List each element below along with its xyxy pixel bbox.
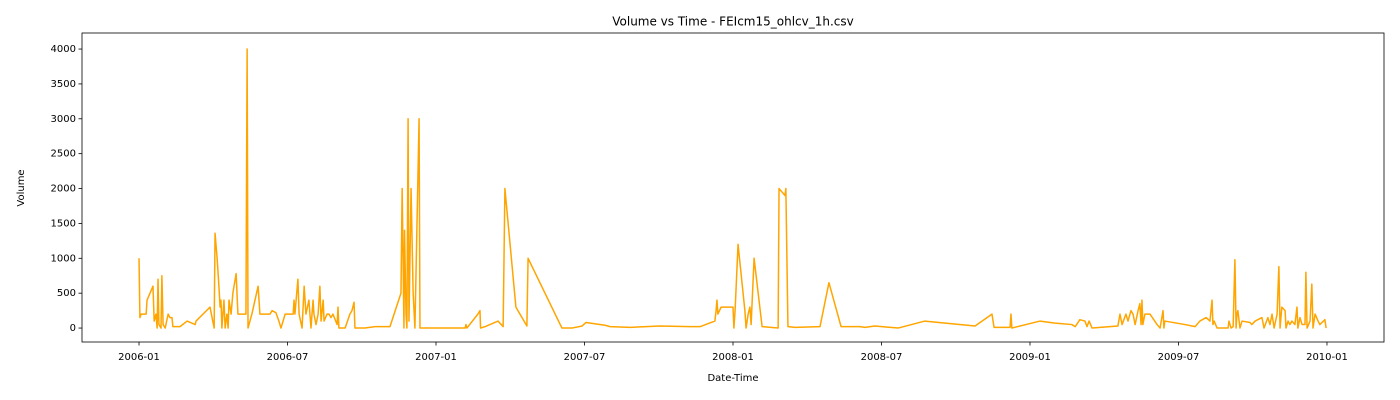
y-tick-label: 4000 [51,44,76,55]
x-tick-label: 2007-07 [564,352,606,363]
x-tick-label: 2009-07 [1158,352,1200,363]
y-tick-label: 2500 [51,149,76,160]
y-axis-label: Volume [16,169,27,206]
x-tick-label: 2009-01 [1009,352,1051,363]
y-tick-label: 3500 [51,79,76,90]
y-tick-label: 3000 [51,114,76,125]
volume-line [138,48,1327,329]
y-tick-label: 2000 [51,184,76,195]
x-tick-label: 2008-07 [861,352,903,363]
chart-title: Volume vs Time - FEIcm15_ohlcv_1h.csv [612,15,854,29]
plot-frame [81,32,1385,343]
x-tick-label: 2007-01 [415,352,457,363]
y-tick-label: 500 [57,288,76,299]
y-tick-label: 1000 [51,253,76,264]
y-tick-label: 0 [70,323,76,334]
x-tick-label: 2006-07 [267,352,309,363]
x-tick-label: 2008-01 [712,352,754,363]
x-tick-label: 2006-01 [118,352,160,363]
x-axis-label: Date-Time [707,373,758,384]
x-tick-label: 2010-01 [1306,352,1348,363]
y-tick-label: 1500 [51,218,76,229]
